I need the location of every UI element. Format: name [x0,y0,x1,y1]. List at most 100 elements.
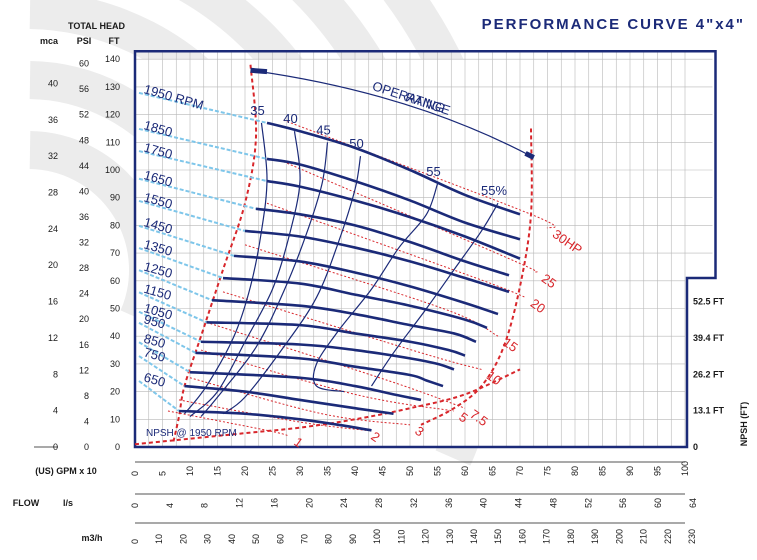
m3h-tick-label: 90 [348,534,358,544]
gpm-tick-label: 80 [570,466,580,476]
speed-curve [266,179,521,260]
speed-curve [233,254,499,316]
gpm-tick-label: 45 [378,466,388,476]
npsh-tick-label: 52.5 FT [693,297,725,307]
npsh-curve [134,368,521,446]
m3h-tick-label: 0 [130,539,140,544]
range-boundary-right [420,128,533,426]
ft-tick-label: 80 [110,220,120,230]
psi-tick-label: 16 [79,340,89,350]
speed-curve [189,370,422,402]
m3h-tick-label: 80 [324,534,334,544]
npsh-tick-label: 26.2 FT [693,369,725,379]
efficiency-curve [184,122,268,415]
psi-tick-label: 28 [79,263,89,273]
ft-tick-label: 50 [110,304,120,314]
ls-tick-label: 60 [653,498,663,508]
speed-curve [244,229,510,294]
npsh-tick-label: 39.4 FT [693,333,725,343]
ls-tick-label: 44 [514,498,524,508]
m3h-tick-label: 190 [590,529,600,544]
ls-tick-label: 52 [583,498,593,508]
psi-tick-label: 12 [79,365,89,375]
mca-tick-label: 32 [48,151,58,161]
m3h-tick-label: 150 [493,529,503,544]
psi-tick-label: 36 [79,212,89,222]
mca-header: mca [40,36,59,46]
power-curve [283,119,556,229]
npsh-tick-label: 13.1 FT [693,406,725,416]
m3h-tick-label: 100 [372,529,382,544]
mca-tick-label: 8 [53,369,58,379]
mca-tick-label: 24 [48,224,58,234]
efficiency-curve [200,142,329,417]
ls-header: l/s [63,498,73,508]
speed-curve-label: 650 [142,369,167,389]
psi-tick-label: 24 [79,289,89,299]
ft-tick-label: 30 [110,359,120,369]
axes: 0102030405060708090100110120130140048121… [34,54,725,544]
power-curve [266,202,526,298]
gpm-tick-label: 5 [158,471,168,476]
gpm-header: (US) GPM x 10 [35,466,97,476]
speed-curve [266,121,521,216]
ft-tick-label: 140 [105,54,120,64]
speed-curve-label: 750 [142,345,167,365]
npsh-tick-label: 0 [693,442,698,452]
m3h-tick-label: 180 [566,529,576,544]
ls-tick-label: 32 [409,498,419,508]
ls-tick-label: 8 [200,503,210,508]
speed-leader-line [138,291,207,324]
psi-header: PSI [77,36,92,46]
psi-tick-label: 20 [79,314,89,324]
speed-curve [200,340,455,371]
ft-tick-label: 60 [110,276,120,286]
operating-range-arc [250,69,532,157]
gpm-tick-label: 85 [598,466,608,476]
mca-tick-label: 12 [48,333,58,343]
gpm-tick-label: 90 [625,466,635,476]
ls-tick-label: 4 [165,503,175,508]
ft-header: FT [109,36,120,46]
m3h-tick-label: 20 [178,534,188,544]
psi-tick-label: 56 [79,84,89,94]
gpm-tick-label: 0 [130,471,140,476]
ls-tick-label: 0 [130,503,140,508]
speed-curve-label: 950 [142,311,167,331]
flow-header: FLOW [13,498,40,508]
gpm-tick-label: 65 [488,466,498,476]
m3h-tick-label: 60 [275,534,285,544]
m3h-tick-label: 50 [251,534,261,544]
gpm-tick-label: 60 [460,466,470,476]
mca-tick-label: 28 [48,188,58,198]
m3h-tick-label: 170 [542,529,552,544]
power-curve-label: 20 [528,296,548,317]
psi-tick-label: 4 [84,416,89,426]
m3h-tick-label: 40 [227,534,237,544]
speed-leader-line [138,380,180,412]
power-curve [206,321,466,409]
m3h-tick-label: 120 [421,529,431,544]
psi-tick-label: 60 [79,59,89,69]
efficiency-label: 55 [426,164,440,179]
speed-leader-line [138,341,191,374]
gpm-tick-label: 35 [323,466,333,476]
psi-tick-label: 44 [79,161,89,171]
gpm-tick-label: 70 [515,466,525,476]
ls-tick-label: 64 [688,498,698,508]
efficiency-label: 35 [250,103,264,118]
efficiency-label: 50 [349,136,363,151]
m3h-tick-label: 30 [203,534,213,544]
speed-curve [222,276,488,330]
efficiency-label: 45 [316,122,330,137]
speed-curve [184,384,394,416]
ls-tick-label: 36 [444,498,454,508]
power-curve [167,410,290,437]
speed-leader-line [138,224,235,257]
m3h-tick-label: 10 [154,534,164,544]
power-curve-label: 10 [484,368,504,389]
m3h-tick-label: 70 [300,534,310,544]
power-curve [178,399,367,431]
ls-tick-label: 48 [548,498,558,508]
efficiency-curve [222,156,362,415]
